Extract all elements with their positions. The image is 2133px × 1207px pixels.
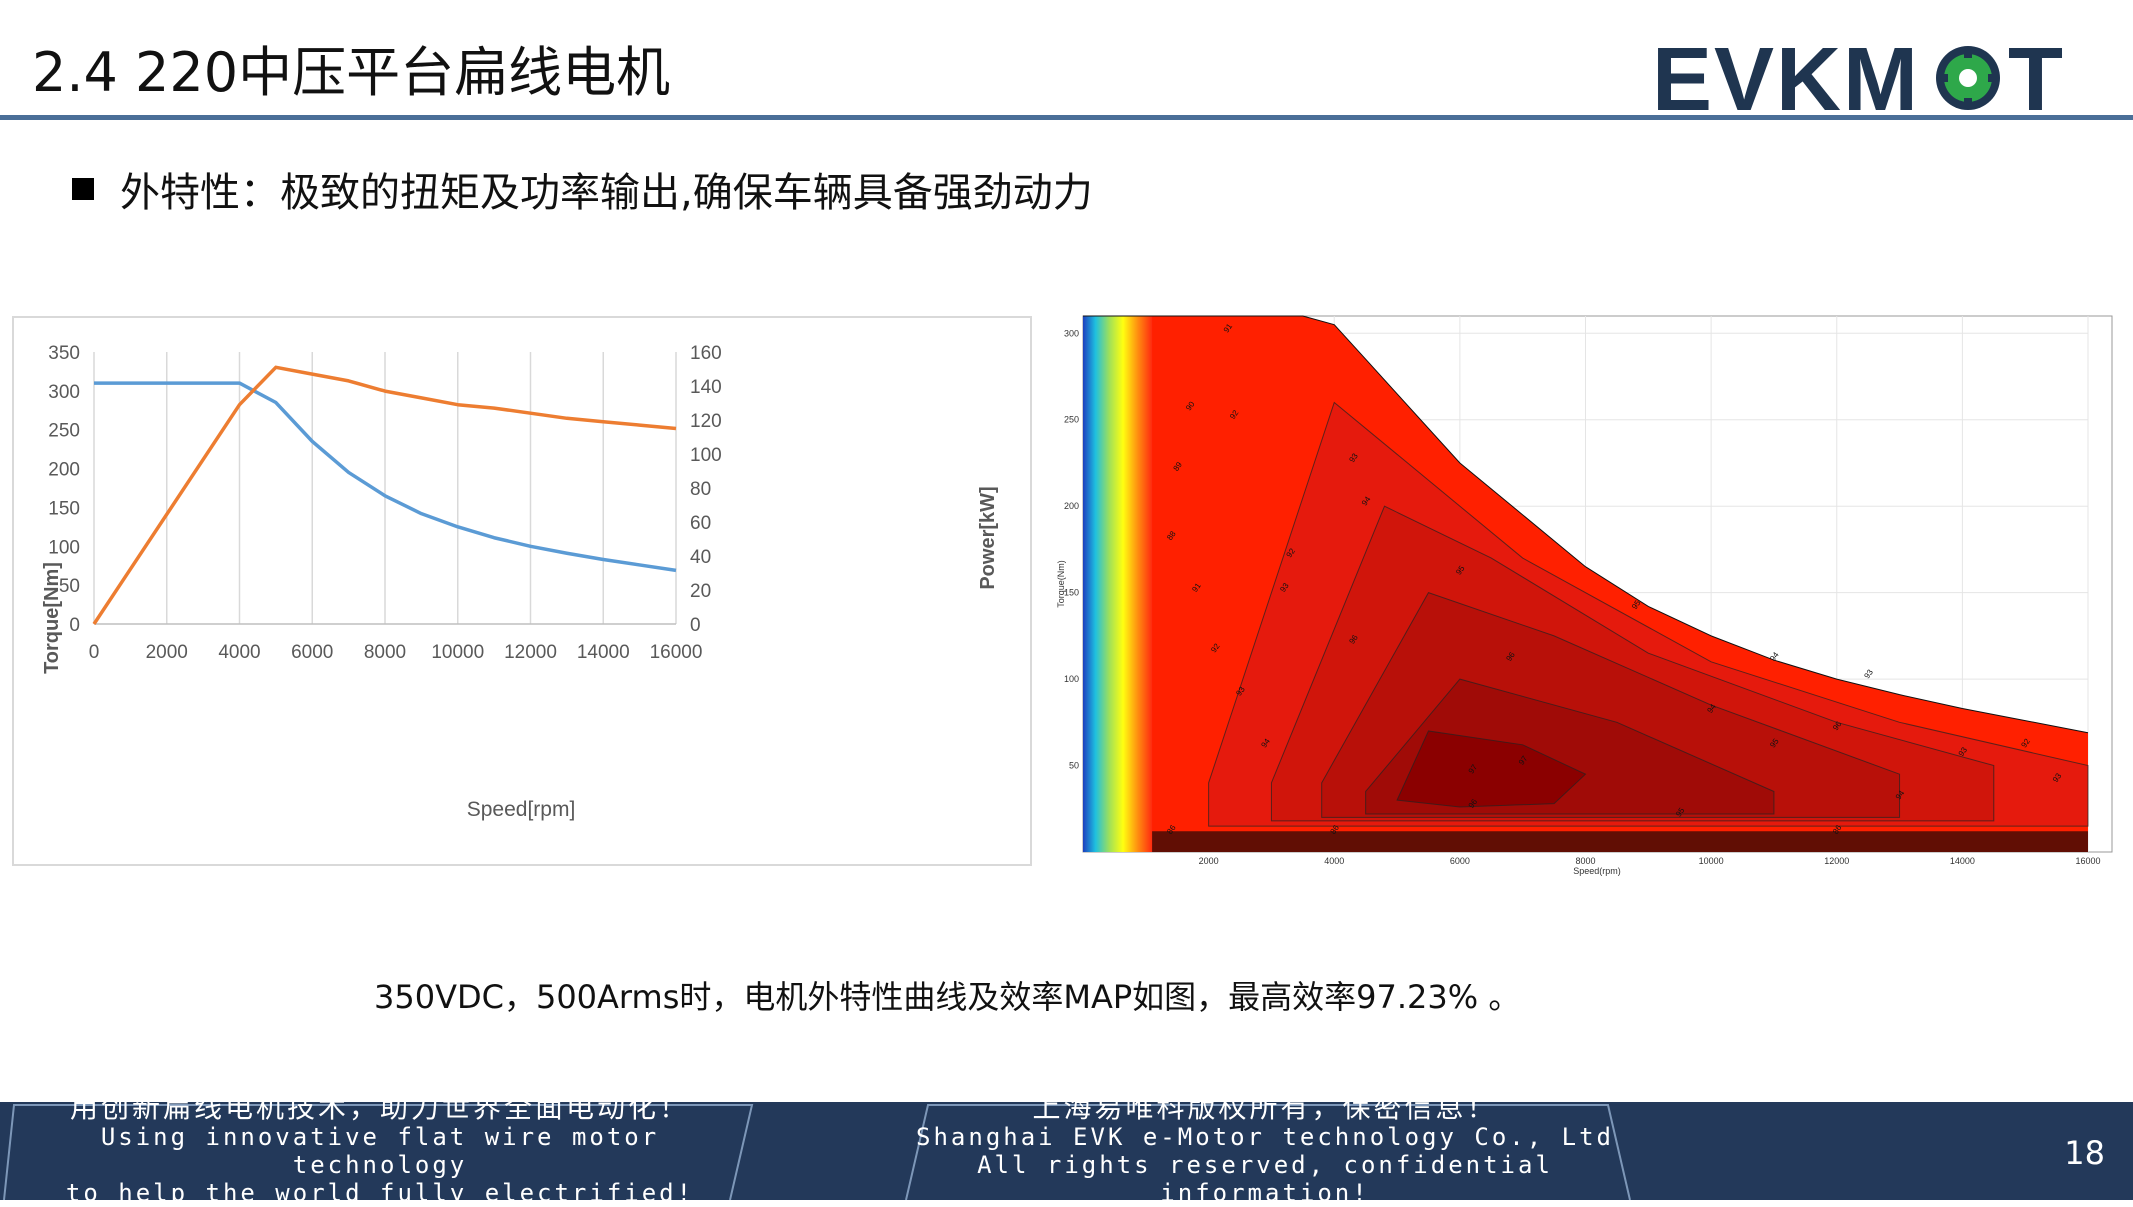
x-tick-label: 0: [89, 642, 100, 663]
bullet-square-icon: [72, 178, 94, 200]
x-tick-label: 10000: [431, 642, 484, 663]
efficiency-map: 2000 4000 6000 8000 10000 12000 14000 16000 50 10…: [1056, 315, 2113, 876]
y2-tick-label: 0: [690, 615, 701, 636]
map-x-tick-label: 4000: [1324, 856, 1344, 866]
map-y-tick-label: 300: [1064, 328, 1079, 338]
bullet-point: 外特性：极致的扭矩及功率输出,确保车辆具备强劲动力: [72, 160, 1093, 218]
footer-slogan-en-2: to help the world fully electrified!: [65, 1179, 695, 1207]
x-tick-label: 2000: [146, 642, 188, 663]
y-tick-label: 350: [48, 343, 80, 364]
y-tick-label: 150: [48, 498, 80, 519]
company-logo: EVKM T: [1652, 30, 2063, 124]
map-x-tick-label: 16000: [2075, 856, 2100, 866]
y-axis-label-power: Power[kW]: [977, 486, 999, 589]
y2-tick-label: 140: [690, 377, 722, 398]
map-y-tick-label: 250: [1064, 415, 1079, 425]
footer-slogan-en-1: Using innovative flat wire motor technol…: [100, 1123, 660, 1179]
x-tick-label: 12000: [504, 642, 557, 663]
map-x-tick-label: 2000: [1199, 856, 1219, 866]
torque-limit-contour: [1083, 315, 2089, 734]
x-axis-label-speed: Speed[rpm]: [467, 798, 576, 821]
svg-text:T: T: [2008, 30, 2063, 124]
map-x-tick-label: 10000: [1699, 856, 1724, 866]
footer-copyright-cn: 上海易唯科版权所有，保密信息！: [1032, 1091, 1498, 1124]
y2-tick-label: 100: [690, 445, 722, 466]
torque-curve-line: [94, 381, 677, 573]
efficiency-contour-97: [1396, 730, 1587, 808]
efficiency-region-low-torque: [1152, 831, 2088, 852]
map-y-tick-label: 200: [1064, 501, 1079, 511]
y2-tick-label: 60: [690, 513, 711, 534]
x-tick-label: 4000: [218, 642, 260, 663]
torque-power-chart: 0 50 100 150 200 250 300 350 0 20 40 60 80 100 120 140…: [41, 343, 999, 821]
footer-copyright-en-1: Shanghai EVK e-Motor technology Co., Ltd: [916, 1123, 1614, 1151]
y2-tick-label: 40: [690, 547, 711, 568]
map-x-tick-label: 6000: [1450, 856, 1470, 866]
map-y-tick-label: 150: [1064, 588, 1079, 598]
y2-tick-label: 20: [690, 581, 711, 602]
map-x-tick-label: 14000: [1950, 856, 1975, 866]
map-y-tick-label: 50: [1069, 761, 1079, 771]
power-curve-line: [92, 365, 677, 625]
footer-slogan-cn: 用创新扁线电机技术，助力世界全面电动化！: [69, 1091, 690, 1124]
torque-power-chart-panel: 0 50 100 150 200 250 300 350 0 20 40 60 80 100 120 140…: [12, 316, 1032, 866]
title-divider: [0, 115, 2133, 120]
y-tick-label: 100: [48, 537, 80, 558]
chart-caption: 350VDC，500Arms时，电机外特性曲线及效率MAP如图，最高效率97.2…: [374, 978, 1521, 1016]
footer-slogan: 用创新扁线电机技术，助力世界全面电动化！ Using innovative fl…: [30, 1093, 730, 1207]
y-tick-label: 300: [48, 382, 80, 403]
footer-copyright-en-2: All rights reserved, confidential inform…: [977, 1151, 1553, 1207]
page-title: 2.4 220中压平台扁线电机: [32, 41, 671, 104]
y-tick-label: 50: [59, 576, 80, 597]
footer-copyright: 上海易唯科版权所有，保密信息！ Shanghai EVK e-Motor tec…: [910, 1093, 1620, 1207]
efficiency-region-low-speed: [1083, 316, 1153, 852]
y-axis-label-torque: Torque[Nm]: [41, 562, 63, 674]
efficiency-map-y-label: Torque(Nm): [1056, 560, 1066, 608]
efficiency-map-panel: 2000 4000 6000 8000 10000 12000 14000 16000 50 10…: [1056, 312, 2133, 890]
y2-tick-label: 120: [690, 411, 722, 432]
x-tick-label: 8000: [364, 642, 406, 663]
bullet-text: 外特性：极致的扭矩及功率输出,确保车辆具备强劲动力: [120, 170, 1093, 216]
y2-tick-label: 80: [690, 479, 711, 500]
svg-text:EVKM: EVKM: [1652, 30, 1920, 124]
y-tick-label: 0: [69, 615, 80, 636]
x-tick-label: 6000: [291, 642, 333, 663]
footer-bar: [0, 1102, 2133, 1200]
x-tick-label: 16000: [650, 642, 703, 663]
y-tick-label: 200: [48, 460, 80, 481]
map-y-tick-label: 100: [1064, 674, 1079, 684]
y-tick-label: 250: [48, 421, 80, 442]
map-x-tick-label: 8000: [1575, 856, 1595, 866]
page-number: 18: [2064, 1134, 2105, 1172]
y2-tick-label: 160: [690, 343, 722, 364]
footer-frames: [3, 1104, 1631, 1200]
map-x-tick-label: 12000: [1824, 856, 1849, 866]
x-tick-label: 14000: [577, 642, 630, 663]
efficiency-map-x-label: Speed(rpm): [1573, 866, 1621, 876]
